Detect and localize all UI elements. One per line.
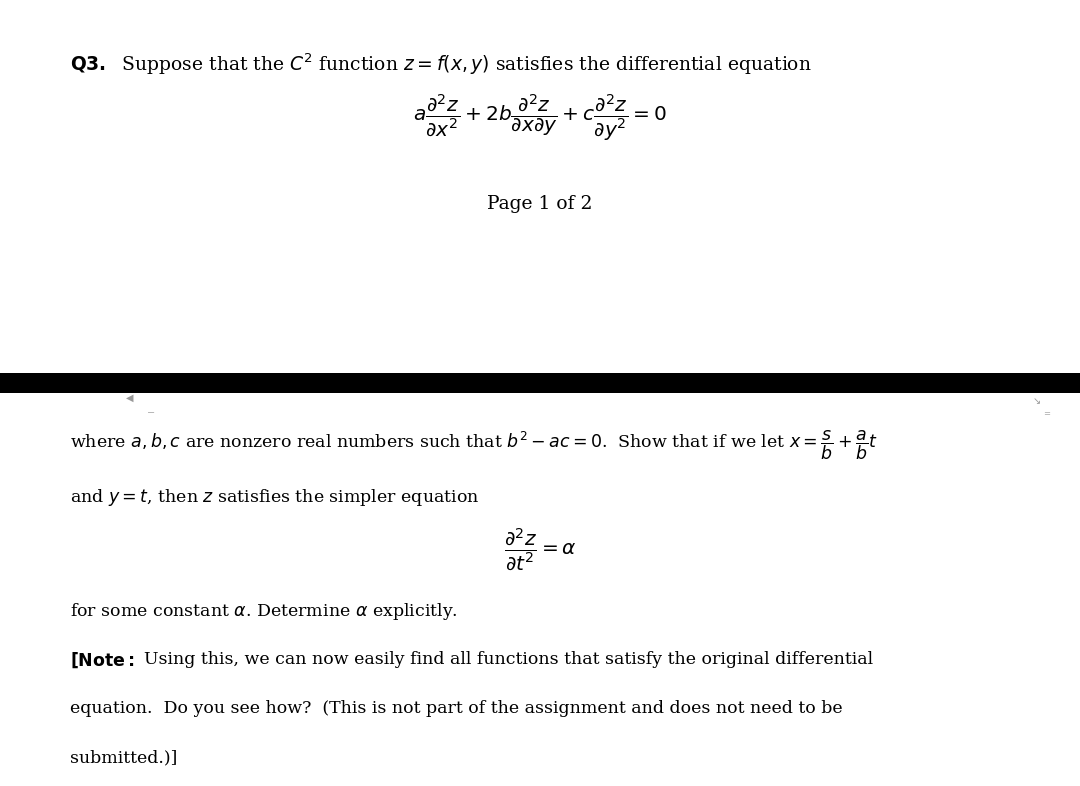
- Text: submitted.)]: submitted.)]: [70, 750, 177, 767]
- Text: Page 1 of 2: Page 1 of 2: [487, 196, 593, 213]
- Text: equation.  Do you see how?  (This is not part of the assignment and does not nee: equation. Do you see how? (This is not p…: [70, 700, 842, 718]
- Text: $=$: $=$: [1042, 409, 1052, 417]
- Text: Using this, we can now easily find all functions that satisfy the original diffe: Using this, we can now easily find all f…: [144, 651, 873, 668]
- Text: for some constant $\alpha$. Determine $\alpha$ explicitly.: for some constant $\alpha$. Determine $\…: [70, 601, 458, 623]
- Text: $\dfrac{\partial^2 z}{\partial t^2} = \alpha$: $\dfrac{\partial^2 z}{\partial t^2} = \a…: [503, 527, 577, 573]
- Text: $\blacktriangleleft$: $\blacktriangleleft$: [124, 393, 136, 404]
- Text: $\bf{[Note:}$: $\bf{[Note:}$: [70, 651, 135, 670]
- Text: and $y = t$, then $z$ satisfies the simpler equation: and $y = t$, then $z$ satisfies the simp…: [70, 487, 480, 509]
- Text: $a\dfrac{\partial^2 z}{\partial x^2} + 2b\dfrac{\partial^2 z}{\partial x\partial: $a\dfrac{\partial^2 z}{\partial x^2} + 2…: [413, 93, 667, 143]
- Text: $\searrow$: $\searrow$: [1031, 396, 1042, 406]
- Text: $-$: $-$: [146, 406, 154, 416]
- Text: where $a, b, c$ are nonzero real numbers such that $b^2 - ac = 0$.  Show that if: where $a, b, c$ are nonzero real numbers…: [70, 428, 878, 462]
- Text: $\bf{Q3.}$  Suppose that the $C^2$ function $z = f(x, y)$ satisfies the differen: $\bf{Q3.}$ Suppose that the $C^2$ functi…: [70, 51, 812, 76]
